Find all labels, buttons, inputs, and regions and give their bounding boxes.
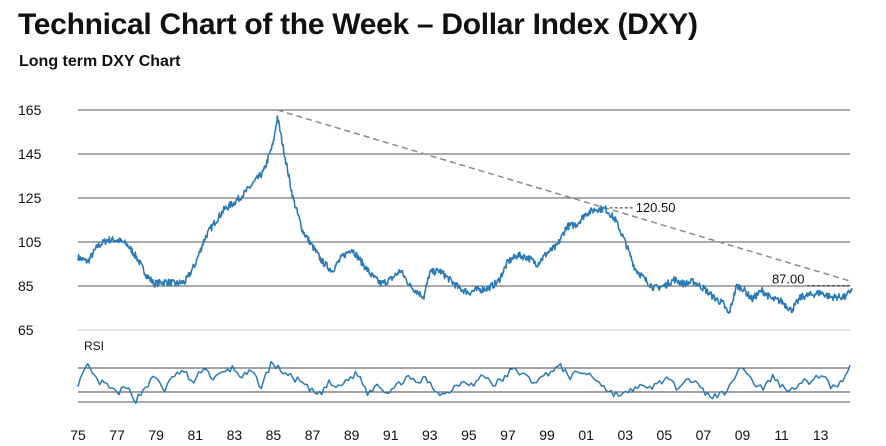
x-axis: 75 77 79 81 83 85 87 89 91 93 95 97 99 01 03 05 07 09 11 13 bbox=[70, 401, 850, 443]
x-tick-label: 77 bbox=[109, 427, 125, 443]
chart-title: Technical Chart of the Week – Dollar Ind… bbox=[18, 8, 698, 41]
dxy-price-line bbox=[77, 115, 853, 315]
trendline-layer bbox=[277, 109, 853, 283]
y-tick-label: 85 bbox=[18, 278, 34, 294]
x-tick-label: 01 bbox=[578, 427, 594, 443]
annotation-120-50: 120.50 bbox=[636, 200, 676, 215]
rsi-label: RSI bbox=[84, 339, 104, 353]
x-tick-label: 83 bbox=[227, 427, 243, 443]
x-tick-label: 75 bbox=[70, 427, 86, 443]
x-tick-label: 87 bbox=[305, 427, 321, 443]
x-tick-label: 95 bbox=[461, 427, 477, 443]
rsi-panel: RSI bbox=[77, 339, 851, 405]
y-tick-label: 65 bbox=[18, 322, 34, 338]
x-tick-label: 05 bbox=[657, 427, 673, 443]
y-tick-label: 165 bbox=[18, 102, 42, 118]
y-tick-label: 125 bbox=[18, 190, 42, 206]
x-tick-label: 03 bbox=[617, 427, 633, 443]
annotation-87-00: 87.00 bbox=[772, 272, 805, 287]
x-tick-label: 93 bbox=[422, 427, 438, 443]
x-tick-label: 11 bbox=[774, 427, 789, 443]
x-tick-label: 13 bbox=[813, 427, 829, 443]
x-tick-label: 91 bbox=[383, 427, 399, 443]
x-tick-label: 81 bbox=[187, 427, 203, 443]
y-tick-label: 145 bbox=[18, 146, 42, 162]
annotations-layer: 120.50 87.00 bbox=[609, 200, 852, 287]
x-tick-label: 09 bbox=[735, 427, 751, 443]
rsi-line bbox=[77, 360, 851, 405]
x-tick-label: 89 bbox=[344, 427, 360, 443]
chart-subtitle: Long term DXY Chart bbox=[19, 53, 181, 70]
y-tick-label: 105 bbox=[18, 234, 42, 250]
x-tick-label: 85 bbox=[266, 427, 282, 443]
trendline bbox=[277, 109, 853, 283]
x-tick-label: 79 bbox=[148, 427, 164, 443]
x-tick-label: 07 bbox=[696, 427, 712, 443]
x-tick-label: 97 bbox=[500, 427, 516, 443]
x-tick-label: 99 bbox=[539, 427, 555, 443]
y-axis: 65 85 105 125 145 165 bbox=[18, 102, 42, 338]
price-series-layer bbox=[77, 115, 853, 315]
